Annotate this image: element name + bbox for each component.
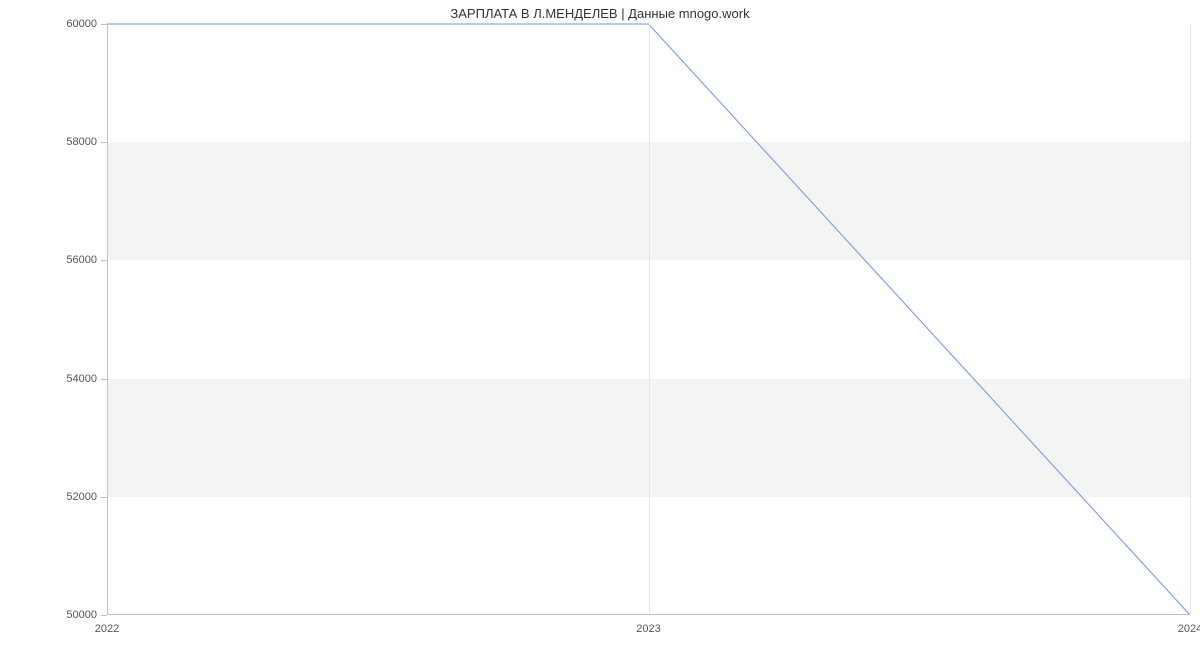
x-axis-line [107,614,1190,615]
x-tick-label: 2023 [636,623,660,635]
y-tick [101,379,107,380]
gridline-vertical [1190,24,1191,615]
y-tick [101,142,107,143]
x-tick-label: 2022 [95,623,119,635]
y-tick [101,260,107,261]
salary-line-chart: ЗАРПЛАТА В Л.МЕНДЕЛЕВ | Данные mnogo.wor… [0,0,1200,650]
plot-area: 5000052000540005600058000600002022202320… [107,24,1190,615]
gridline-vertical [649,24,650,615]
y-tick-label: 50000 [37,609,97,621]
y-tick [101,24,107,25]
y-tick [101,497,107,498]
chart-title: ЗАРПЛАТА В Л.МЕНДЕЛЕВ | Данные mnogo.wor… [0,6,1200,21]
x-tick-label: 2024 [1178,623,1200,635]
y-tick-label: 60000 [37,18,97,30]
y-tick [101,615,107,616]
y-tick-label: 54000 [37,373,97,385]
y-tick-label: 56000 [37,254,97,266]
y-axis-line [107,24,108,615]
y-tick-label: 52000 [37,491,97,503]
y-tick-label: 58000 [37,136,97,148]
